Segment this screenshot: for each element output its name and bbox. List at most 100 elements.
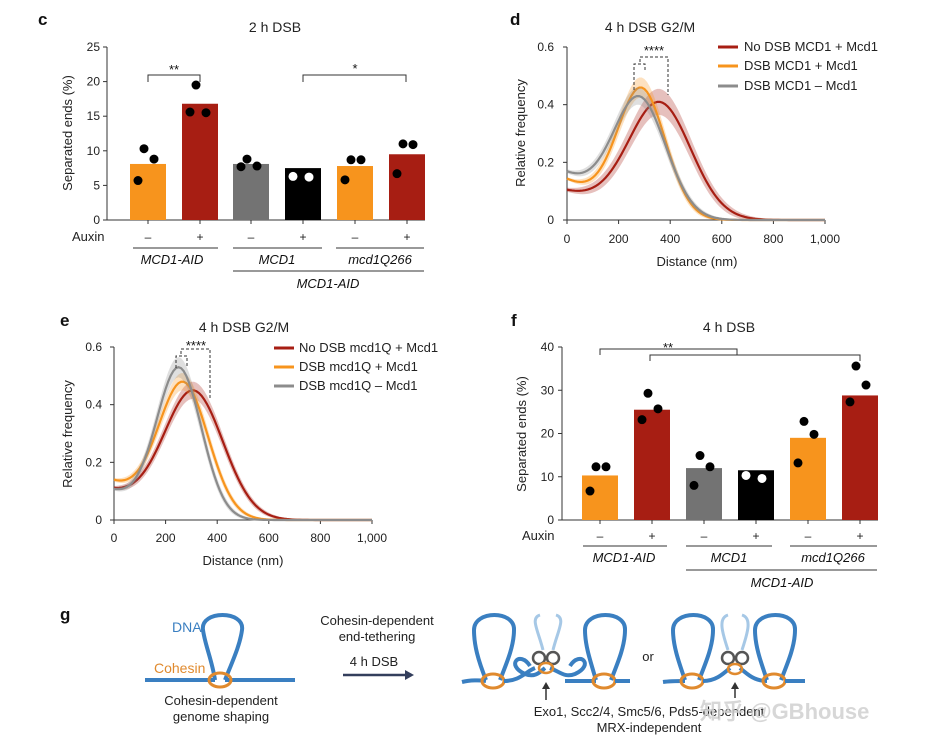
panel-f-auxin-sign: –	[597, 529, 604, 543]
panel-f-group-label: mcd1Q266	[801, 550, 865, 565]
legend-entry: No DSB MCD1 + Mcd1	[744, 39, 878, 54]
dna-loop	[582, 613, 628, 681]
bar	[389, 154, 425, 220]
panel-f-auxin-sign: –	[701, 529, 708, 543]
bar	[582, 475, 618, 520]
panel-e-ylabel: Relative frequency	[60, 380, 75, 488]
panel-c-sig-bracket	[302, 74, 407, 82]
panel-f-title: 4 h DSB	[703, 319, 755, 335]
panel-c-auxin-label: Auxin	[72, 229, 105, 244]
data-point	[340, 175, 350, 185]
panel-d-xaxis: 0 200 400 600 800 1,000	[564, 232, 841, 246]
panel-e-ytick: 0.2	[85, 455, 102, 469]
panel-e-label: e	[60, 311, 69, 330]
data-point	[845, 397, 855, 407]
panel-e: e 4 h DSB G2/M Relative frequency Distan…	[60, 311, 438, 568]
panel-f-yaxis: 0 10 20 30 40	[541, 340, 555, 527]
panel-f-auxin-sign: +	[752, 529, 759, 543]
panel-e-ytick: 0.6	[85, 340, 102, 354]
factors-label: Exo1, Scc2/4, Smc5/6, Pds5-dependent	[534, 704, 765, 719]
dna-strand	[662, 679, 686, 684]
data-point	[346, 155, 356, 165]
cohesin-ring-icon	[207, 671, 233, 689]
panel-c-auxin-sign: +	[299, 230, 306, 244]
shaping-label: Cohesin-dependent	[164, 693, 278, 708]
panel-f-ylabel: Separated ends (%)	[514, 376, 529, 492]
panel-c-yaxis: 0 5 10 15 20 25	[87, 40, 101, 227]
tether-label: end-tethering	[339, 629, 416, 644]
panel-f-auxin-label: Auxin	[522, 528, 555, 543]
panel-f-label: f	[511, 311, 517, 330]
data-point	[851, 361, 861, 371]
dna-loop	[670, 613, 716, 681]
data-point	[185, 107, 195, 117]
bar	[233, 163, 269, 220]
data-point	[398, 139, 408, 149]
tether-ring-icon	[720, 650, 736, 666]
dna-loop	[471, 613, 517, 681]
data-point	[139, 144, 149, 154]
dna-loop	[752, 613, 798, 681]
data-point	[242, 154, 252, 164]
data-point	[356, 155, 366, 165]
or-label: or	[642, 649, 654, 664]
data-point	[236, 162, 246, 172]
panel-c-auxin-sign: +	[403, 230, 410, 244]
panel-c-supergroup-label: MCD1-AID	[297, 276, 360, 291]
bar	[842, 395, 878, 520]
cohesin-ring-icon	[537, 661, 555, 675]
panel-e-sig-bracket	[175, 355, 188, 368]
confidence-band	[114, 373, 372, 520]
panel-f-auxin-row: – + – + – +	[597, 529, 864, 543]
panel-e-xlabel: Distance (nm)	[203, 553, 284, 568]
data-point	[288, 171, 298, 181]
watermark: 知乎 @GBhouse	[700, 699, 869, 724]
legend-entry: DSB mcd1Q – Mcd1	[299, 378, 418, 393]
data-point	[304, 172, 314, 182]
panel-e-sig-bracket	[180, 348, 211, 398]
panel-d-ytick: 0	[547, 213, 554, 227]
data-point	[861, 380, 871, 390]
dna-strand	[702, 666, 732, 683]
dna-end	[740, 613, 750, 651]
panel-e-xaxis: 0 200 400 600 800 1,000	[111, 531, 388, 545]
panel-d-ylabel: Relative frequency	[513, 79, 528, 187]
panel-c-group-label: mcd1Q266	[348, 252, 412, 267]
cohesin-ring-icon	[591, 672, 617, 690]
bar	[634, 409, 670, 520]
data-point	[637, 415, 647, 425]
panel-c-group-label: MCD1	[259, 252, 296, 267]
bar	[790, 437, 826, 520]
panel-e-ytick: 0	[95, 513, 102, 527]
data-point	[294, 145, 304, 155]
panel-d-xtick: 400	[660, 232, 680, 246]
panel-d-xtick: 800	[763, 232, 783, 246]
data-point	[252, 161, 262, 171]
panel-e-xtick: 0	[111, 531, 118, 545]
data-point	[741, 470, 751, 480]
confidence-band	[114, 381, 372, 520]
panel-c-ylabel: Separated ends (%)	[60, 75, 75, 191]
panel-d-label: d	[510, 10, 520, 29]
legend-entry: DSB MCD1 – Mcd1	[744, 78, 857, 93]
data-point	[809, 429, 819, 439]
loop-diagram-dsb-b	[662, 613, 805, 698]
cohesin-label: Cohesin	[154, 660, 205, 676]
panel-d-xtick: 200	[609, 232, 629, 246]
arrow-head-icon	[405, 670, 414, 680]
legend-entry: DSB MCD1 + Mcd1	[744, 58, 858, 73]
data-point	[653, 404, 663, 414]
tether-ring-icon	[734, 650, 750, 666]
dna-end	[720, 613, 730, 651]
dna-strand	[461, 678, 487, 684]
panel-e-xtick: 600	[259, 531, 279, 545]
series-line	[113, 366, 372, 522]
bar	[686, 468, 722, 520]
panel-f-ytick: 20	[541, 427, 555, 441]
panel-d-ytick: 0.4	[537, 98, 554, 112]
panel-c-auxin-sign: –	[248, 230, 255, 244]
panel-e-xtick: 200	[156, 531, 176, 545]
panel-d-ytick: 0.2	[537, 155, 554, 169]
data-point	[793, 458, 803, 468]
data-point	[799, 416, 809, 426]
